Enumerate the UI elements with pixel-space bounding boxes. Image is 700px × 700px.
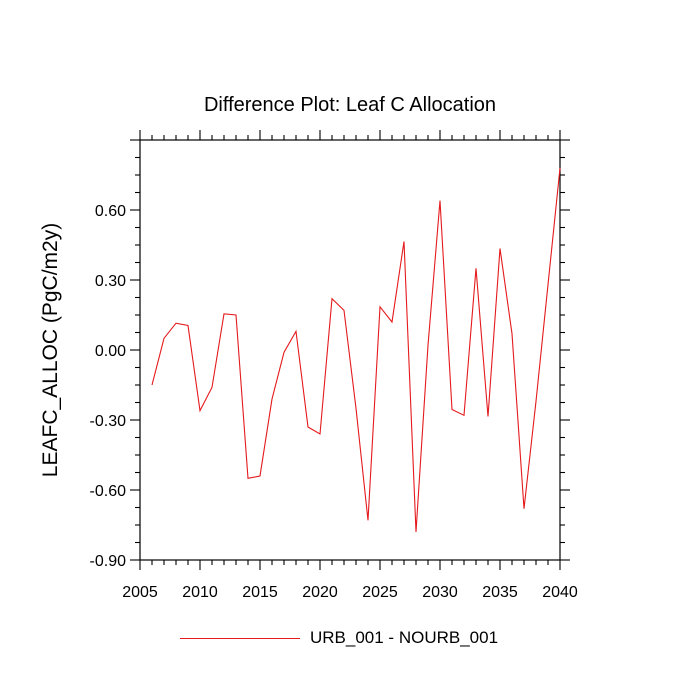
x-tick-label: 2015 <box>242 584 278 601</box>
y-tick-label: -0.90 <box>90 553 127 570</box>
y-tick-label: 0.00 <box>95 343 126 360</box>
y-tick-label: 0.60 <box>95 203 126 220</box>
x-tick-label: 2020 <box>302 584 338 601</box>
legend: URB_001 - NOURB_001 <box>180 628 498 648</box>
x-tick-label: 2035 <box>482 584 518 601</box>
x-tick-label: 2010 <box>182 584 218 601</box>
line-chart: Difference Plot: Leaf C Allocation LEAFC… <box>39 94 578 601</box>
y-axis-label: LEAFC_ALLOC (PgC/m2y) <box>39 223 62 477</box>
y-tick-label: -0.60 <box>90 483 127 500</box>
y-tick-label: -0.30 <box>90 413 127 430</box>
axis-ticks <box>130 130 570 570</box>
plot-frame <box>139 139 561 561</box>
chart-title: Difference Plot: Leaf C Allocation <box>204 94 496 116</box>
series-line <box>151 167 561 533</box>
legend-line-swatch <box>180 637 300 639</box>
x-tick-label: 2030 <box>422 584 458 601</box>
tick-labels: 2005 2010 2015 2020 2025 2030 2035 2040 -0.90 -0.… <box>90 203 578 601</box>
x-tick-label: 2040 <box>542 584 578 601</box>
series-layer <box>151 167 561 533</box>
legend-label: URB_001 - NOURB_001 <box>310 628 499 647</box>
x-tick-label: 2025 <box>362 584 398 601</box>
x-tick-label: 2005 <box>122 584 158 601</box>
y-tick-label: 0.30 <box>95 273 126 290</box>
